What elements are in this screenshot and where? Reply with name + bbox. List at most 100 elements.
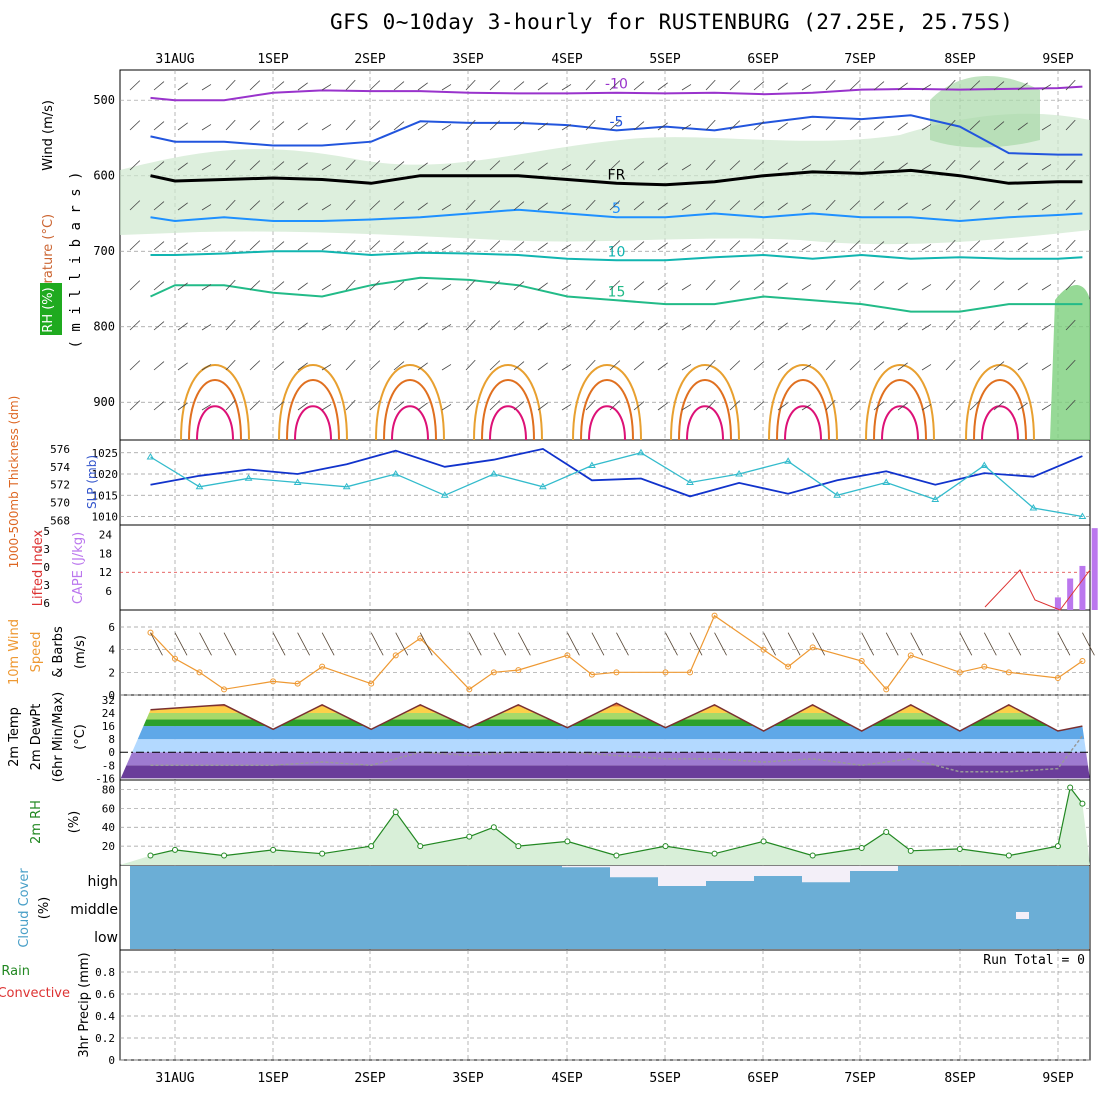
contour-label--5: -5	[609, 114, 623, 130]
ytick-upper: 700	[93, 244, 115, 258]
temp-contour-hot-loop	[881, 405, 919, 441]
wind10-barb	[199, 632, 212, 656]
wind10-barb	[714, 632, 727, 656]
temp-contour-hot-loop	[375, 364, 445, 441]
wind-barb	[153, 161, 165, 171]
rh2m-marker	[319, 850, 326, 857]
wind10-marker	[172, 655, 178, 662]
wind-barb	[657, 282, 668, 291]
wind-barb	[801, 244, 812, 251]
wind10-barb	[616, 632, 629, 656]
slp-marker	[489, 470, 498, 477]
wind-barb	[393, 321, 405, 331]
ytick-temp2m: 16	[102, 720, 115, 733]
wind10-barb	[1008, 632, 1022, 656]
wind-barb	[177, 122, 188, 131]
wind-barb	[849, 120, 861, 131]
wind-barb	[393, 161, 405, 171]
wind-barb	[969, 360, 981, 371]
rh2m-marker	[490, 824, 497, 831]
wind-barb	[1041, 404, 1052, 411]
wind-barb	[537, 322, 548, 331]
wind-barb	[705, 359, 716, 371]
wind-barb	[993, 401, 1005, 411]
wind-barb	[729, 80, 741, 91]
wind-barb	[609, 200, 621, 211]
wind-barb	[513, 361, 525, 371]
wind-barb	[705, 239, 716, 251]
ytick-precip: 0.6	[95, 988, 115, 1001]
wind-barb	[513, 401, 525, 411]
wind-barb	[993, 361, 1005, 371]
wind-barb	[177, 322, 188, 331]
wind-barb	[561, 124, 572, 131]
wind-barb	[537, 202, 548, 211]
wind-barb	[1041, 84, 1052, 91]
ytick-rh2m: 80	[102, 783, 115, 796]
slp-marker	[588, 461, 596, 468]
wind-barb	[345, 319, 356, 331]
wind-barb	[801, 284, 812, 291]
wind-barb	[537, 362, 548, 371]
rh2m-area	[120, 787, 1090, 865]
wind-barb	[345, 159, 356, 171]
wind-barb	[705, 159, 716, 171]
wind-barb	[201, 124, 212, 131]
wind-barb	[849, 80, 861, 91]
wind10-marker	[662, 669, 669, 676]
slp-marker	[244, 474, 253, 481]
wind10-speed-line	[150, 614, 1083, 691]
ytick-temp2m: 24	[102, 707, 116, 720]
rh2m-marker	[564, 838, 571, 845]
wind10-barb	[370, 632, 384, 656]
wind-barb	[177, 202, 188, 211]
wind-barb	[729, 120, 741, 131]
ylabel-lifted-index: Lifted Index	[31, 529, 46, 606]
wind-barb	[417, 402, 428, 411]
ytick-cape: 18	[99, 547, 112, 560]
wind10-marker	[858, 658, 865, 664]
cloud-high-gap	[802, 866, 850, 883]
temp-contour-hot-loop	[473, 364, 543, 441]
wind-barb	[225, 79, 236, 91]
wind-barb	[633, 201, 645, 211]
wind10-barb	[812, 632, 826, 656]
wind-barb	[489, 160, 501, 171]
wind10-marker	[270, 678, 277, 685]
wind-barb	[657, 162, 668, 171]
wind-barb	[681, 284, 692, 291]
temp-contour-hot-loop	[196, 405, 234, 441]
wind-barb	[873, 401, 885, 411]
contour-label-FR: FR	[608, 167, 626, 183]
slp-marker	[833, 491, 842, 498]
ytick-thickness: 568	[50, 515, 70, 528]
temp-contour-hot-loop	[481, 379, 535, 441]
wind10-marker	[564, 652, 571, 659]
wind-barb	[897, 202, 908, 211]
wind-barb	[129, 120, 141, 131]
wind-barb	[585, 79, 596, 91]
temp-contour-hot-loop	[278, 364, 348, 441]
rh2m-marker	[760, 838, 767, 845]
wind-barb	[465, 159, 476, 171]
wind10-marker	[907, 652, 914, 659]
cloud-level-label: low	[94, 930, 118, 946]
wind-barb	[801, 124, 812, 131]
wind-barb	[753, 241, 765, 251]
wind10-marker	[1005, 669, 1012, 676]
date-label-top: 1SEP	[257, 52, 288, 67]
cloud-high-gap	[562, 866, 610, 868]
wind-barb	[753, 81, 765, 91]
wind-barb	[489, 280, 501, 291]
wind-barb	[489, 120, 501, 131]
wind-barb	[777, 122, 788, 131]
wind-barb	[1065, 159, 1076, 171]
wind-barb	[273, 81, 285, 91]
temp-band	[120, 703, 1090, 707]
wind-barb	[249, 400, 261, 411]
wind-barb	[561, 284, 572, 291]
wind10-barb	[150, 632, 163, 656]
wind10-marker	[613, 669, 620, 676]
wind-barb	[369, 320, 381, 331]
ylabel-2m-dewpt: 2m DewPt	[29, 704, 44, 771]
